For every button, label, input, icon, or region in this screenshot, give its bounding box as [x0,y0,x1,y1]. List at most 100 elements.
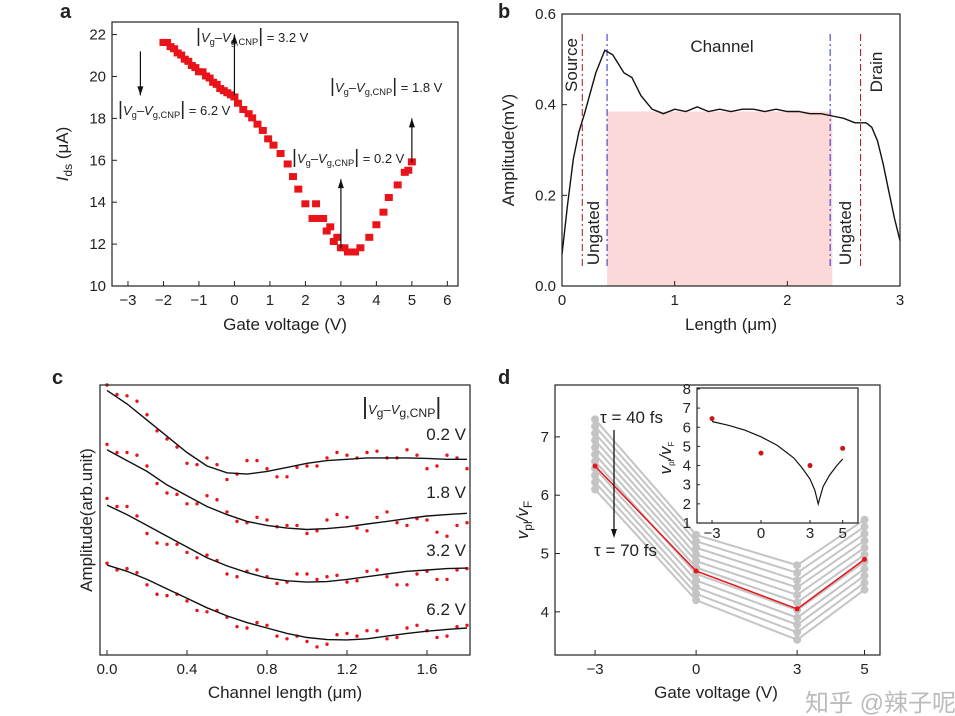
panel-c-measured-point [105,496,109,501]
panel-a-data-point [258,126,267,134]
panel-b-source-label: Source [562,38,581,92]
panel-c-measured-point [325,456,329,460]
panel-a-y-tick-label: 16 [89,152,106,169]
panel-c-measured-point [445,534,449,538]
panel-c-measured-point [215,462,219,467]
panel-c-measured-point [315,577,319,582]
panel-c-fit-curve [106,389,467,475]
panel-c-measured-point [385,575,389,579]
panel-c-measured-point [245,626,249,630]
panel-c-measured-point [185,502,189,506]
panel-c-measured-point [325,642,329,646]
panel-d-red-point [794,606,800,612]
panel-c-measured-point [135,399,139,403]
panel-c-measured-point [365,529,369,533]
vg-label: |Vg–Vg,CNP| = 6.2 V [118,99,231,120]
panel-d-gray-point [692,537,701,546]
panel-c-measured-point [145,464,149,468]
panel-c-measured-point [195,556,199,560]
panel-a-x-tick-label: 5 [408,292,416,309]
panel-a-data-point [184,57,193,65]
panel-b-y-tick-label: 0.4 [535,97,556,114]
panel-b-x-tick-label: 3 [896,292,904,309]
panel-c-xlabel: Channel length (μm) [208,683,362,702]
panel-a-data-point [312,200,321,208]
panel-c-measured-point [465,467,469,471]
panel-c-measured-point [435,635,439,640]
panel-c-x-tick-label: 0.0 [97,661,118,678]
panel-d-inset-y-tick-label: 5 [683,438,691,455]
panel-c-measured-point [455,624,459,629]
panel-d-inset-x-tick-label: −3 [703,525,720,542]
panel-c-x-tick-label: 1.6 [417,661,438,678]
panel-a-data-point [212,80,221,88]
panel-b-y-tick-label: 0.0 [535,278,556,295]
panel-c-measured-point [395,583,399,587]
panel-c-measured-point [205,610,209,614]
panel-c-measured-point [195,608,199,613]
panel-d-inset-x-tick-label: 3 [806,525,814,542]
vg-label: |Vg–Vg,CNP| = 0.2 V [292,147,405,168]
panel-c-measured-point [225,477,229,482]
panel-d-tau-bottom-label: τ = 70 fs [594,541,657,560]
panel-d-gray-series-line [594,453,866,604]
panel-d-gray-point [860,515,869,524]
panel-a-data-point [372,221,381,229]
panel-d-gray-point [591,457,600,466]
vg-label: |Vg–Vg,CNP| = 1.8 V [330,76,443,97]
panel-c-x-tick-label: 0.4 [177,661,198,678]
vg-label: |Vg–Vg,CNP| = 3.2 V [196,26,309,47]
panel-c-measured-point [435,530,439,534]
panel-d-gray-point [793,635,802,644]
panel-d-gray-point [591,485,600,494]
panel-d-inset-y-tick-label: 1 [683,515,691,532]
panel-a-x-tick-label: 3 [337,292,345,309]
panel-d-gray-series-line [594,467,866,619]
panel-a-y-tick-label: 14 [89,194,106,211]
panel-c-measured-point [235,575,239,579]
panel-c-series-label: 6.2 V [426,600,466,619]
panel-a-data-point [322,227,331,235]
panel-c-measured-point [115,450,119,455]
panel-d-x-tick-label: 0 [692,661,700,678]
panel-a-data-point [333,233,342,241]
panel-d-gray-point [793,598,802,607]
panel-d-x-tick-label: 5 [860,661,868,678]
panel-c-measured-point [145,531,149,536]
panel-d-inset-x-tick-label: 0 [757,525,765,542]
panel-a-data-point [301,200,310,208]
panel-c-measured-point [455,523,459,528]
panel-d-gray-point [692,596,701,605]
panel-c-legend-title: |Vg–Vg,CNP| [362,393,441,420]
panel-a-x-tick-label: −2 [155,292,172,309]
panel-c-measured-point [395,635,399,640]
panel-d-gray-point [692,550,701,559]
panel-d-x-tick-label: 3 [793,661,801,678]
panel-c-measured-point [165,437,169,441]
panel-a-data-point [340,244,349,252]
panel-c-measured-point [345,580,349,584]
panel-d-gray-point [793,628,802,637]
panel-c-measured-point [125,566,129,571]
panel-c-measured-point [365,569,369,573]
panel-a-data-point [288,173,297,181]
panel-c-measured-point [115,392,119,397]
panel-c-measured-point [235,624,239,629]
panel-d-x-tick-label: −3 [587,661,604,678]
panel-c-measured-point [435,464,439,468]
arrow-head-icon [137,86,144,96]
panel-d-gray-point [591,415,600,424]
panel-d-axes [554,384,881,656]
panel-c-measured-point [155,429,159,433]
panel-d-gray-point [860,543,869,552]
panel-a-data-point [264,135,273,143]
panel-c-measured-point [305,464,309,468]
panel-label-c: c [52,367,63,389]
panel-c-measured-point [315,645,319,649]
panel-b-ungated-right-label: Ungated [836,201,855,265]
panel-a-data-point [239,106,248,113]
panel-b-amplitude-curve [561,49,901,255]
panel-c-measured-point [465,521,469,525]
panel-a-data-point [356,244,365,252]
panel-c-measured-point [225,510,229,514]
